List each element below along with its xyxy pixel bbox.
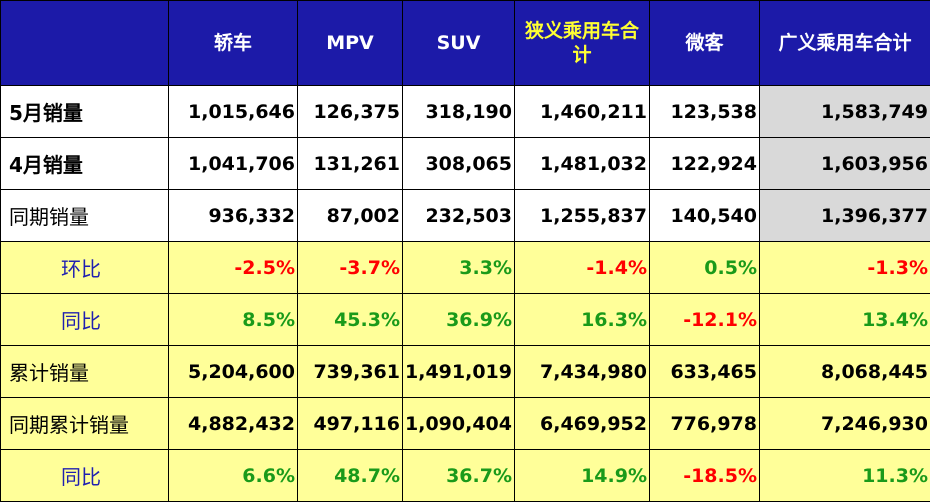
cell-value: 1,255,837 [515, 190, 650, 242]
cell-value: 5,204,600 [169, 346, 298, 398]
cell-value: 776,978 [650, 398, 760, 450]
row-label: 累计销量 [1, 346, 169, 398]
cell-value: 122,924 [650, 138, 760, 190]
row-label: 同期累计销量 [1, 398, 169, 450]
cell-value: -1.4% [515, 242, 650, 294]
cell-value: 16.3% [515, 294, 650, 346]
cell-value: 1,583,749 [760, 86, 930, 138]
cell-value: 633,465 [650, 346, 760, 398]
cell-value: 232,503 [403, 190, 515, 242]
cell-value: 87,002 [298, 190, 403, 242]
cell-value: 1,460,211 [515, 86, 650, 138]
row-label: 同比 [1, 294, 169, 346]
cell-value: 11.3% [760, 450, 930, 502]
cell-value: -2.5% [169, 242, 298, 294]
row-same-period-sales: 同期销量 936,332 87,002 232,503 1,255,837 14… [1, 190, 930, 242]
cell-value: 131,261 [298, 138, 403, 190]
row-april-sales: 4月销量 1,041,706 131,261 308,065 1,481,032… [1, 138, 930, 190]
header-mpv: MPV [298, 1, 403, 86]
cell-value: -1.3% [760, 242, 930, 294]
cell-value: 1,015,646 [169, 86, 298, 138]
cell-value: 48.7% [298, 450, 403, 502]
cell-value: 0.5% [650, 242, 760, 294]
cell-value: 1,041,706 [169, 138, 298, 190]
cell-value: 14.9% [515, 450, 650, 502]
cell-value: 45.3% [298, 294, 403, 346]
cell-value: 1,603,956 [760, 138, 930, 190]
cell-value: 497,116 [298, 398, 403, 450]
row-mom: 环比 -2.5% -3.7% 3.3% -1.4% 0.5% -1.3% [1, 242, 930, 294]
header-sedan: 轿车 [169, 1, 298, 86]
cell-value: 36.7% [403, 450, 515, 502]
cell-value: 8,068,445 [760, 346, 930, 398]
cell-value: 318,190 [403, 86, 515, 138]
header-suv: SUV [403, 1, 515, 86]
cell-value: 7,246,930 [760, 398, 930, 450]
row-label: 同期销量 [1, 190, 169, 242]
cell-value: 739,361 [298, 346, 403, 398]
cell-value: 6,469,952 [515, 398, 650, 450]
cell-value: -3.7% [298, 242, 403, 294]
cell-value: 936,332 [169, 190, 298, 242]
cell-value: 1,481,032 [515, 138, 650, 190]
cell-value: 4,882,432 [169, 398, 298, 450]
header-row: 轿车 MPV SUV 狭义乘用车合计 微客 广义乘用车合计 [1, 1, 930, 86]
cell-value: 123,538 [650, 86, 760, 138]
row-label: 5月销量 [1, 86, 169, 138]
row-label: 环比 [1, 242, 169, 294]
header-broad-total: 广义乘用车合计 [760, 1, 930, 86]
cell-value: 3.3% [403, 242, 515, 294]
cell-value: 140,540 [650, 190, 760, 242]
cell-value: 8.5% [169, 294, 298, 346]
row-may-sales: 5月销量 1,015,646 126,375 318,190 1,460,211… [1, 86, 930, 138]
header-narrow-total: 狭义乘用车合计 [515, 1, 650, 86]
cell-value: 7,434,980 [515, 346, 650, 398]
cell-value: -18.5% [650, 450, 760, 502]
cell-value: 1,396,377 [760, 190, 930, 242]
row-yoy: 同比 8.5% 45.3% 36.9% 16.3% -12.1% 13.4% [1, 294, 930, 346]
row-label: 同比 [1, 450, 169, 502]
cell-value: 1,491,019 [403, 346, 515, 398]
row-same-period-cumulative: 同期累计销量 4,882,432 497,116 1,090,404 6,469… [1, 398, 930, 450]
row-cumulative-sales: 累计销量 5,204,600 739,361 1,491,019 7,434,9… [1, 346, 930, 398]
row-cumulative-yoy: 同比 6.6% 48.7% 36.7% 14.9% -18.5% 11.3% [1, 450, 930, 502]
cell-value: 6.6% [169, 450, 298, 502]
cell-value: 13.4% [760, 294, 930, 346]
cell-value: 1,090,404 [403, 398, 515, 450]
header-minivan: 微客 [650, 1, 760, 86]
cell-value: 36.9% [403, 294, 515, 346]
header-corner [1, 1, 169, 86]
cell-value: 308,065 [403, 138, 515, 190]
cell-value: -12.1% [650, 294, 760, 346]
row-label: 4月销量 [1, 138, 169, 190]
cell-value: 126,375 [298, 86, 403, 138]
